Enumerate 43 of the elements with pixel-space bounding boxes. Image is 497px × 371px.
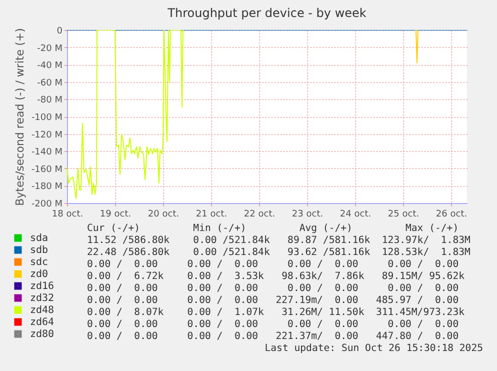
text: 0.00 / 0.00 0.00 / 0.00 0.00 / 0.00 0.00 / 0.00 (87, 259, 459, 270)
legend-label: zd0 (30, 269, 48, 280)
x-tick-label: 22 oct. (244, 210, 276, 220)
x-tick-label: 26 oct. (436, 210, 468, 220)
x-tick-label: 25 oct. (388, 210, 420, 220)
y-tick-label: -180 M (31, 182, 62, 192)
x-tick-label: 24 oct. (340, 210, 372, 220)
y-tick-label: -60 M (37, 78, 62, 88)
y-tick-label: -120 M (31, 130, 62, 140)
legend-label: sdb (30, 245, 48, 256)
x-tick-label: 20 oct. (148, 210, 180, 220)
y-tick-label: 0 (56, 26, 63, 36)
y-tick-label: -40 M (37, 61, 62, 72)
text: 0.00 / 0.00 0.00 / 0.00 0.00 / 0.00 0.00 / 0.00 (87, 319, 459, 330)
x-tick-label: 18 oct. (52, 210, 84, 220)
legend-label: zd48 (30, 305, 54, 316)
y-axis-title: Bytes/second read (-) / write (+) (13, 28, 26, 206)
text: 0.00 / 0.00 0.00 / 0.00 0.00 / 0.00 0.00 / 0.00 (87, 283, 459, 294)
text: Cur (-/+) Min (-/+) Avg (-/+) Max (-/+) (87, 223, 459, 234)
x-tick-label: 21 oct. (196, 210, 228, 220)
x-tick-label: 19 oct. (100, 210, 132, 220)
text: 0.00 / 0.00 0.00 / 0.00 227.19m/ 0.00 485.97 / 0.00 (87, 295, 459, 306)
y-tick-label: -80 M (37, 96, 62, 106)
legend-label: zd32 (30, 293, 54, 304)
y-tick-label: -200 M (31, 200, 62, 210)
text: 0.00 / 6.72k 0.00 / 3.53k 98.63k/ 7.86k 89.15M/ 95.62k (87, 271, 465, 282)
y-tick-label: -160 M (31, 164, 62, 175)
text: Last update: Sun Oct 26 15:30:18 2025 (264, 343, 484, 354)
legend-label: zd16 (30, 281, 54, 292)
legend-label: sda (30, 233, 48, 244)
text: 0.00 / 8.07k 0.00 / 1.07k 31.26M/ 11.50k 311.45M/973.23k (87, 307, 465, 318)
legend-label: sdc (30, 257, 48, 268)
y-tick-label: -20 M (37, 44, 62, 54)
line-series (67, 30, 184, 200)
text: 11.52 /586.80k 0.00 /521.84k 89.87 /581.16k 123.97k/ 1.83M (87, 235, 470, 246)
legend-label: zd64 (30, 317, 54, 328)
y-tick-label: -100 M (31, 113, 62, 123)
text: 22.48 /586.80k 0.00 /521.84k 93.62 /581.16k 128.53k/ 1.83M (87, 247, 470, 258)
chart-title: Throughput per device - by week (166, 6, 366, 20)
legend-label: zd80 (30, 329, 54, 340)
y-tick-label: -140 M (31, 148, 62, 158)
text: 0.00 / 0.00 0.00 / 0.00 221.37m/ 0.00 447.80 / 0.00 (87, 331, 459, 342)
x-tick-label: 23 oct. (292, 210, 324, 220)
